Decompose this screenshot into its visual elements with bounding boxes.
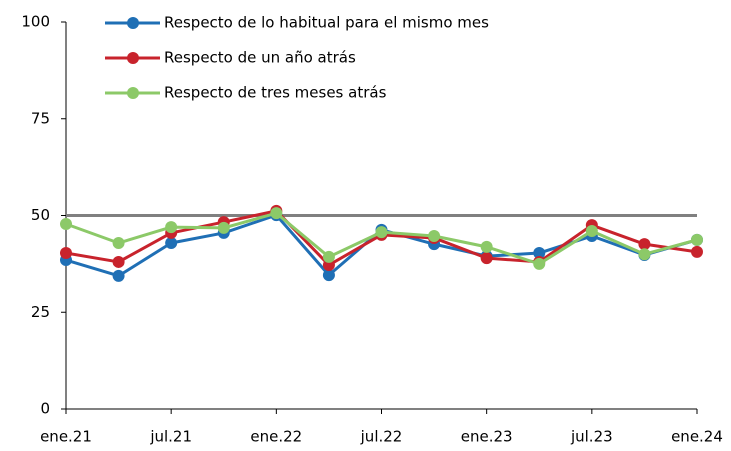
- series-marker: [112, 255, 125, 268]
- legend-label: Respecto de tres meses atrás: [164, 84, 387, 102]
- legend-marker: [127, 17, 139, 29]
- x-tick-label: ene.21: [40, 428, 92, 446]
- series-marker: [691, 233, 703, 246]
- y-tick-label: 50: [31, 206, 50, 224]
- legend-label: Respecto de lo habitual para el mismo me…: [164, 14, 489, 32]
- series-marker: [585, 224, 598, 237]
- series-marker: [375, 226, 388, 239]
- y-tick-label: 0: [40, 400, 50, 418]
- legend-marker: [127, 52, 139, 64]
- series-marker: [691, 245, 703, 258]
- series-marker: [480, 252, 493, 265]
- series-marker: [533, 247, 546, 260]
- x-tick-label: jul.22: [360, 428, 403, 446]
- series-marker: [112, 236, 125, 249]
- series-marker: [112, 269, 125, 282]
- x-tick-label: ene.23: [461, 428, 513, 446]
- x-tick-label: ene.22: [250, 428, 302, 446]
- series-marker: [217, 221, 230, 234]
- series-marker: [165, 236, 178, 249]
- series-marker: [322, 269, 335, 282]
- series-marker: [533, 257, 546, 270]
- series-marker: [60, 247, 72, 260]
- series-marker: [480, 240, 493, 253]
- series-marker: [428, 230, 441, 243]
- series-marker: [638, 248, 651, 261]
- x-tick-label: jul.21: [149, 428, 192, 446]
- legend-label: Respecto de un año atrás: [164, 49, 356, 67]
- series-marker: [322, 250, 335, 263]
- series-marker: [165, 221, 178, 234]
- series-marker: [270, 207, 283, 220]
- y-tick-label: 100: [21, 13, 50, 31]
- series-marker: [60, 218, 72, 231]
- legend-marker: [127, 87, 139, 99]
- x-tick-label: ene.24: [671, 428, 723, 446]
- x-tick-label: jul.23: [570, 428, 613, 446]
- y-tick-label: 25: [31, 303, 50, 321]
- series-marker: [638, 238, 651, 251]
- y-tick-label: 75: [31, 109, 50, 127]
